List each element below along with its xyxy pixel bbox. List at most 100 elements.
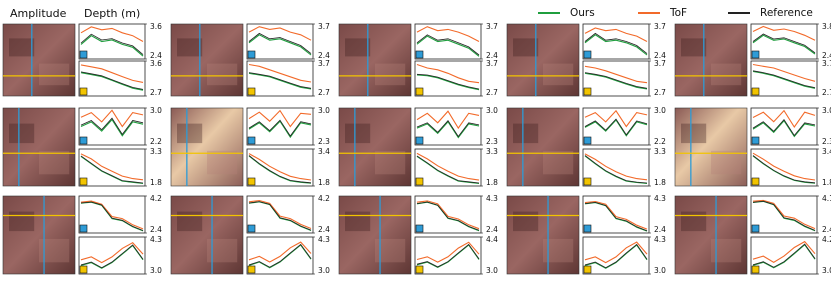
image-detail bbox=[9, 123, 35, 144]
image-detail bbox=[681, 123, 707, 144]
y-tick-label: 3.3 bbox=[654, 147, 666, 156]
depth-line bbox=[248, 241, 312, 263]
depth-line bbox=[584, 241, 648, 264]
scanline-marker bbox=[415, 136, 424, 145]
y-tick-label: 4.4 bbox=[486, 235, 498, 244]
plot-frame bbox=[246, 107, 314, 146]
image-bg bbox=[2, 23, 76, 97]
y-tick-label: 3.0 bbox=[822, 106, 831, 115]
scanline-marker bbox=[79, 265, 88, 274]
plot-frame bbox=[414, 148, 482, 187]
scanline-marker bbox=[583, 50, 592, 59]
depth-line bbox=[752, 33, 816, 54]
image-detail bbox=[39, 63, 70, 86]
depth-line bbox=[80, 200, 144, 230]
depth-line bbox=[80, 244, 144, 269]
scanline-marker bbox=[79, 224, 88, 233]
plot-frame bbox=[750, 236, 818, 275]
scanline-marker bbox=[415, 177, 424, 186]
depth-line bbox=[752, 25, 816, 41]
depth-line bbox=[752, 240, 816, 263]
y-tick-label: 3.0 bbox=[150, 106, 162, 115]
depth-line bbox=[416, 241, 480, 263]
plot-frame bbox=[246, 60, 314, 97]
depth-plot: 3.0 4.3 bbox=[246, 235, 330, 275]
amplitude-image bbox=[506, 195, 580, 275]
depth-plot: 3.0 4.4 bbox=[414, 235, 498, 275]
y-tick-label: 4.2 bbox=[150, 194, 162, 203]
legend-label: Ours bbox=[570, 7, 595, 19]
depth-line bbox=[584, 119, 648, 137]
image-bg bbox=[338, 23, 412, 97]
depth-line bbox=[248, 199, 312, 230]
image-detail bbox=[711, 238, 742, 263]
amplitude-image bbox=[170, 195, 244, 275]
depth-line bbox=[752, 109, 816, 128]
amplitude-image bbox=[674, 107, 748, 187]
y-tick-label: 2.7 bbox=[150, 88, 162, 97]
y-tick-label: 3.3 bbox=[486, 147, 498, 156]
scanline-marker bbox=[247, 87, 256, 96]
depth-line bbox=[416, 35, 480, 57]
amplitude-image bbox=[338, 23, 412, 97]
depth-plot: 2.4 3.7 bbox=[246, 22, 330, 60]
amplitude-image bbox=[338, 195, 412, 275]
depth-plot: 2.7 3.7 bbox=[246, 59, 330, 97]
depth-plot: 2.7 3.7 bbox=[582, 59, 666, 97]
image-bg bbox=[170, 107, 244, 187]
depth-line bbox=[80, 26, 144, 42]
image-detail bbox=[543, 63, 574, 86]
depth-plot: 2.4 4.1 bbox=[750, 194, 831, 234]
depth-line bbox=[248, 63, 312, 83]
image-detail bbox=[9, 38, 35, 57]
depth-line bbox=[416, 26, 480, 42]
amplitude-image bbox=[674, 195, 748, 275]
legend: Ours ToF Reference bbox=[538, 7, 813, 19]
image-bg bbox=[2, 195, 76, 275]
y-tick-label: 3.3 bbox=[150, 147, 162, 156]
depth-line bbox=[752, 119, 816, 138]
y-tick-label: 3.7 bbox=[486, 22, 498, 31]
y-tick-label: 2.4 bbox=[318, 51, 330, 60]
depth-plot: 1.8 3.3 bbox=[582, 147, 666, 187]
depth-plot: 2.4 4.2 bbox=[246, 194, 330, 234]
y-tick-label: 2.4 bbox=[822, 225, 831, 234]
depth-line bbox=[416, 200, 480, 230]
depth-line bbox=[416, 155, 480, 185]
image-detail bbox=[345, 38, 371, 57]
scanline-marker bbox=[415, 87, 424, 96]
depth-plot: 3.0 4.3 bbox=[78, 235, 162, 275]
y-tick-label: 3.0 bbox=[486, 266, 498, 275]
depth-line bbox=[80, 117, 144, 136]
y-tick-label: 2.2 bbox=[150, 137, 162, 146]
y-tick-label: 4.2 bbox=[822, 235, 831, 244]
depth-line bbox=[752, 199, 816, 230]
plot-frame bbox=[750, 107, 818, 146]
y-tick-label: 2.4 bbox=[150, 225, 162, 234]
amplitude-image bbox=[2, 23, 76, 97]
y-tick-label: 3.7 bbox=[318, 59, 330, 68]
image-bg bbox=[506, 195, 580, 275]
y-tick-label: 2.4 bbox=[318, 225, 330, 234]
scanline-marker bbox=[751, 265, 760, 274]
depth-line bbox=[80, 64, 144, 83]
depth-line bbox=[248, 243, 312, 268]
depth-plot: 1.8 3.3 bbox=[414, 147, 498, 187]
scanline-marker bbox=[79, 177, 88, 186]
depth-line bbox=[584, 34, 648, 56]
amplitude-image bbox=[2, 107, 76, 187]
depth-line bbox=[584, 153, 648, 181]
depth-line bbox=[584, 243, 648, 269]
y-tick-label: 1.8 bbox=[654, 178, 666, 187]
depth-line bbox=[80, 72, 144, 91]
depth-line bbox=[584, 32, 648, 54]
y-tick-label: 4.3 bbox=[654, 235, 666, 244]
image-detail bbox=[177, 123, 203, 144]
depth-plot: 2.7 3.7 bbox=[414, 59, 498, 97]
amplitude-image bbox=[170, 23, 244, 97]
depth-plot: 2.2 3.0 bbox=[78, 106, 162, 146]
scanline-marker bbox=[247, 224, 256, 233]
y-tick-label: 3.7 bbox=[486, 59, 498, 68]
scanline-marker bbox=[583, 224, 592, 233]
scanline-marker bbox=[247, 136, 256, 145]
